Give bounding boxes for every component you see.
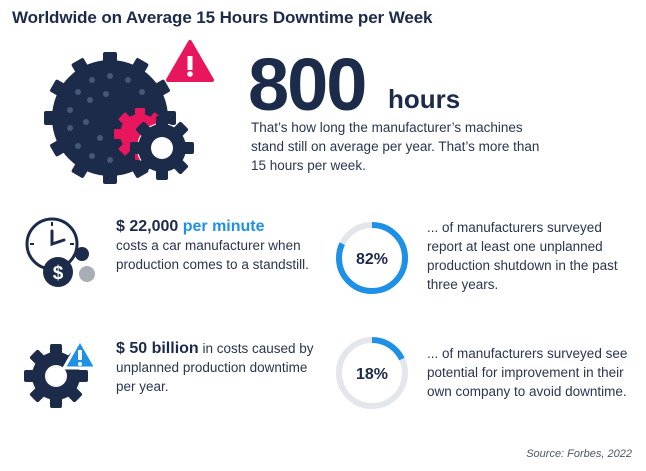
stat-cost-per-minute-accent: per minute (182, 218, 265, 235)
svg-text:$: $ (53, 263, 64, 284)
hero-description: That’s how long the manufacturer’s machi… (251, 120, 540, 173)
source-note: Source: Forbes, 2022 (526, 448, 632, 460)
pct-18-text: ... of manufacturers surveyed see potent… (427, 346, 628, 399)
gears-warning-icon (44, 40, 214, 184)
stat-annual-cost-amount: $ 50 billion (116, 340, 199, 357)
ring-18-fill (336, 337, 408, 409)
page-title: Worldwide on Average 15 Hours Downtime p… (12, 8, 433, 27)
hero-unit: hours (388, 84, 461, 114)
stat-cost-per-minute: $ 22,000 per minute costs a car manufact… (116, 218, 336, 274)
gear-alert-icon (24, 338, 98, 408)
ring-82-percent: 82% (336, 222, 408, 294)
ring-18-percent: 18% (336, 337, 408, 409)
ring-82-fill (336, 222, 408, 294)
hero-number: 800 (248, 43, 367, 126)
stat-cost-per-minute-amount: $ 22,000 (116, 218, 179, 235)
ring-18-label: 18% (356, 366, 388, 383)
stat-annual-cost: $ 50 billion in costs caused by unplanne… (116, 339, 326, 396)
stat-cost-per-minute-body: costs a car manufacturer when production… (116, 238, 309, 272)
stat-annual-cost-body: in costs caused by unplanned production … (116, 341, 314, 394)
stat-cost-per-minute-headline: $ 22,000 per minute (116, 218, 336, 236)
clock-dollar-icon: $ (25, 217, 95, 287)
pct-82-text: ... of manufacturers surveyed report at … (427, 220, 618, 292)
ring-82-label: 82% (356, 251, 388, 268)
